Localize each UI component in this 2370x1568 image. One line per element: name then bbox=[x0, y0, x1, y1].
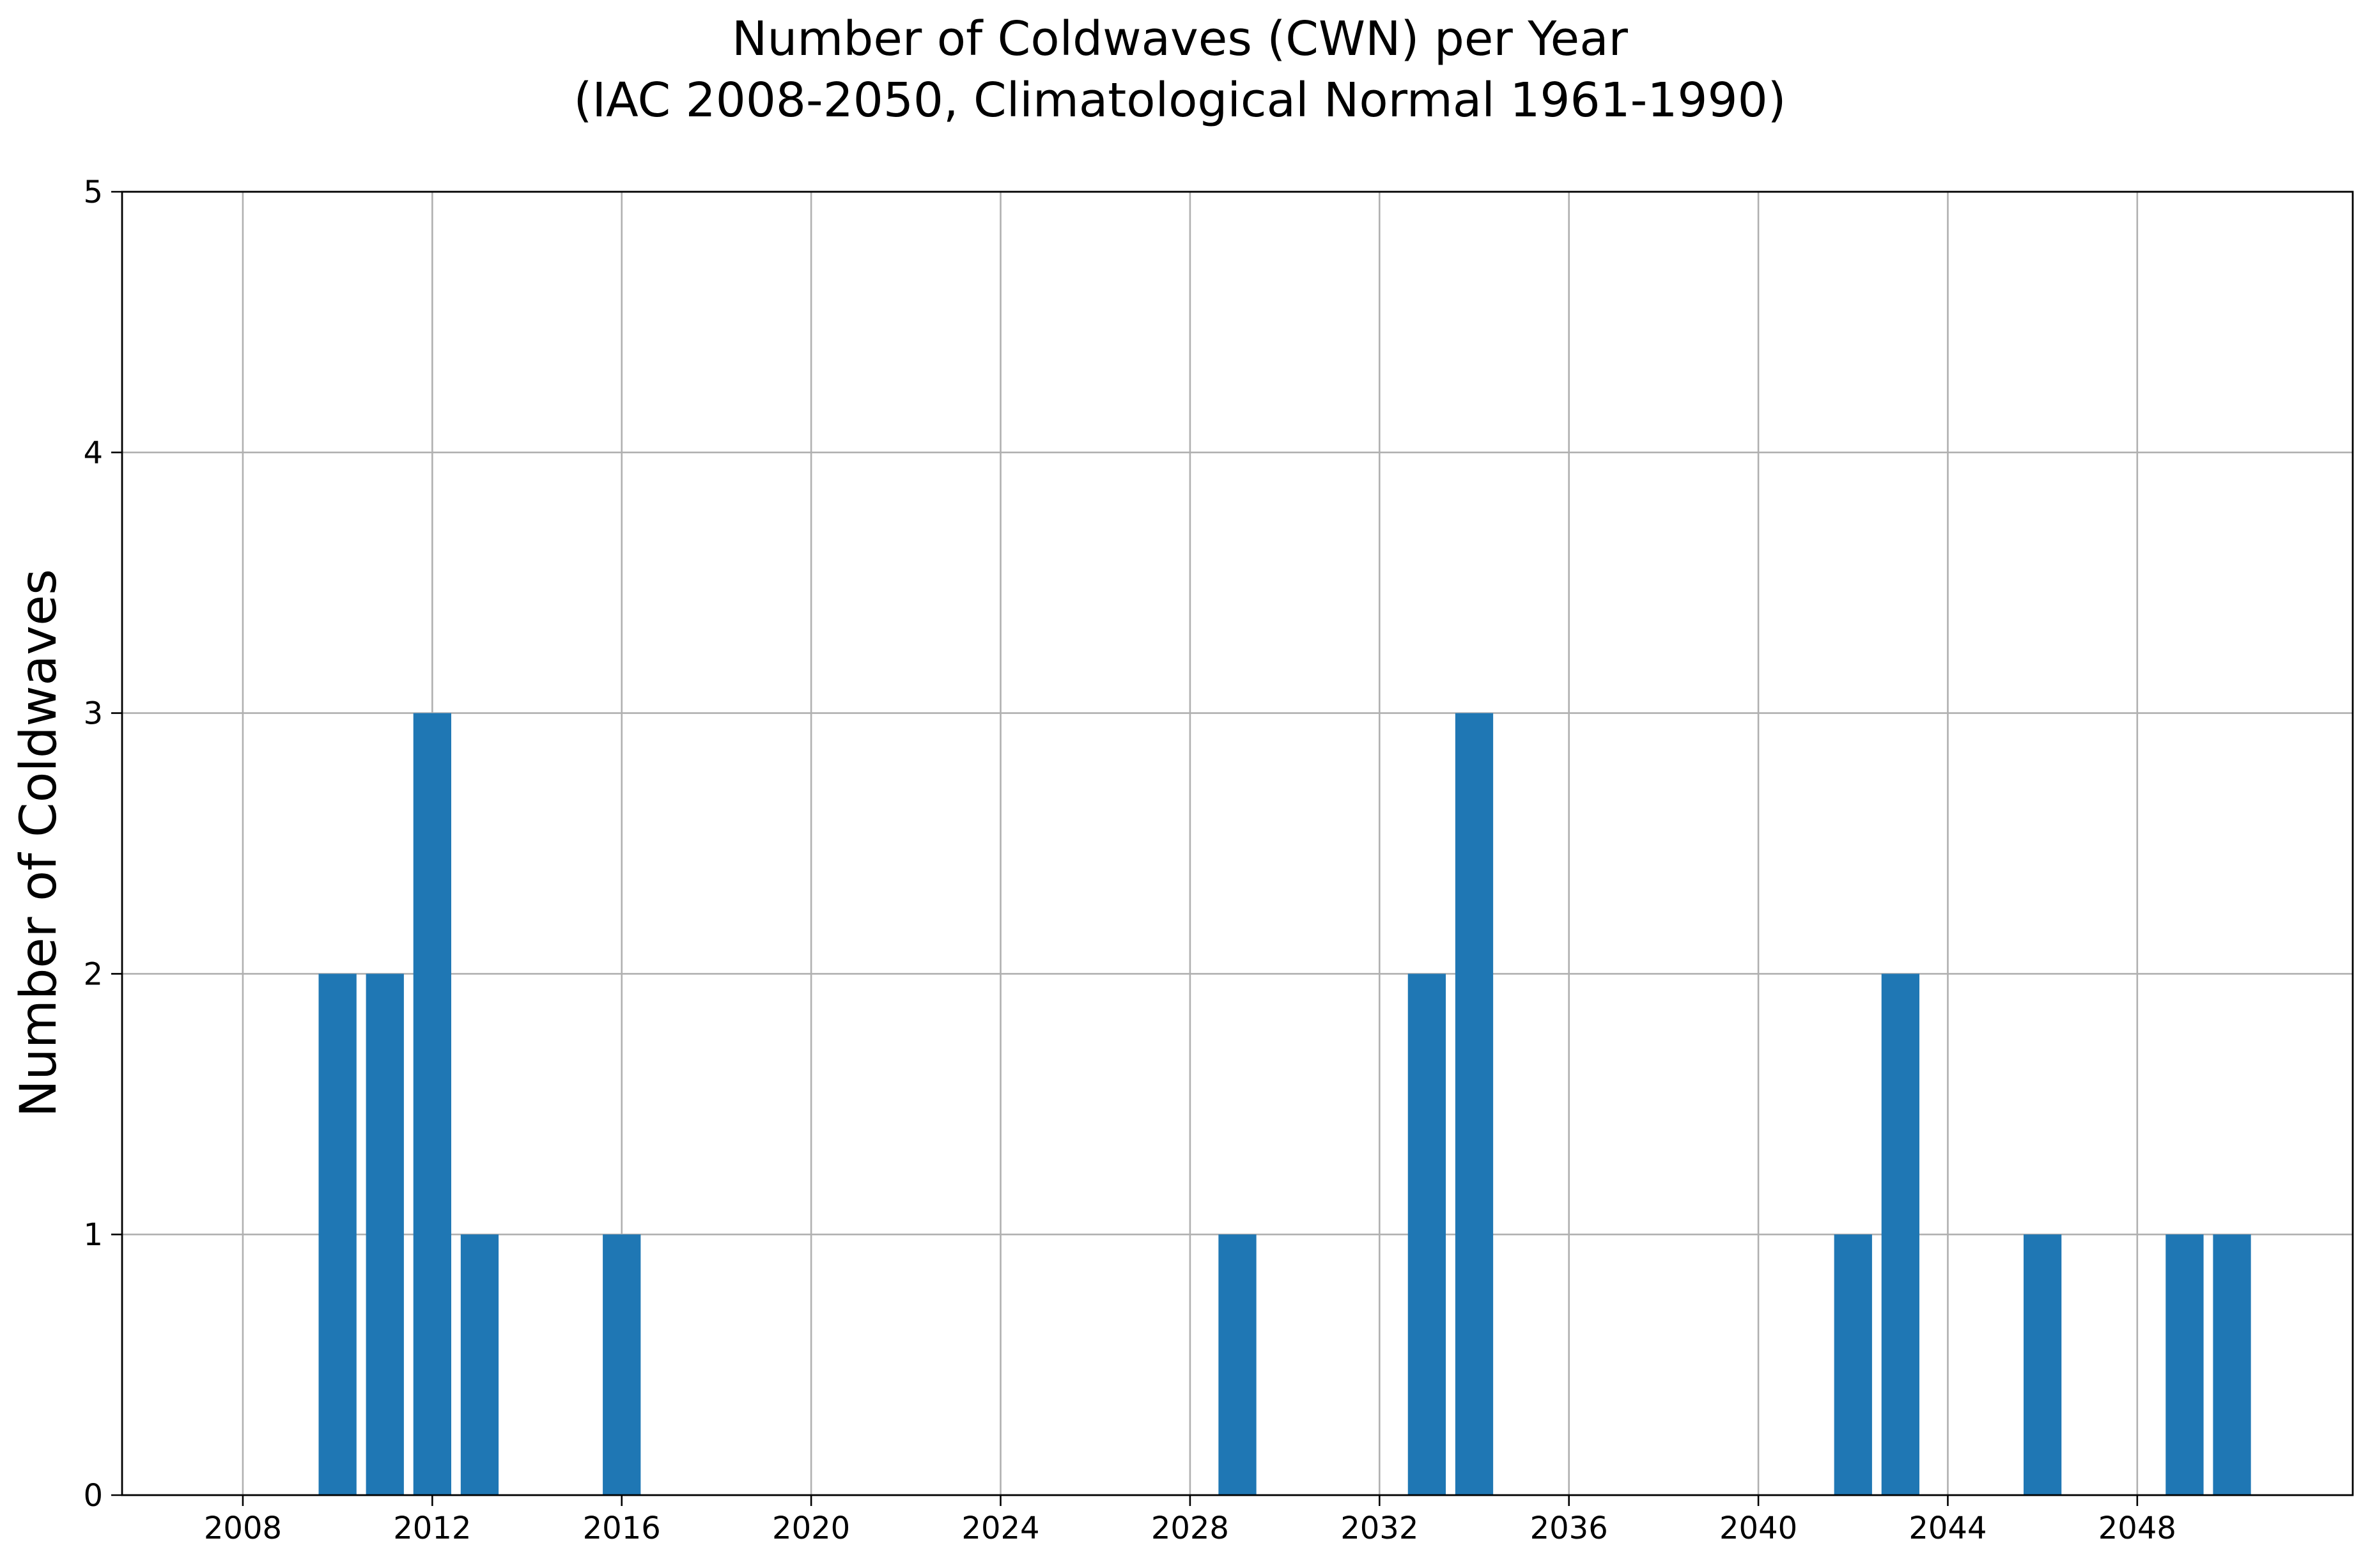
chart-title: Number of Coldwaves (CWN) per Year bbox=[732, 12, 1629, 66]
bar-2016 bbox=[603, 1234, 641, 1495]
y-tick-label: 2 bbox=[83, 956, 103, 992]
chart-subtitle: (IAC 2008-2050, Climatological Normal 19… bbox=[573, 73, 1786, 128]
x-tick-label: 2020 bbox=[772, 1510, 850, 1546]
x-tick-label: 2048 bbox=[2098, 1510, 2176, 1546]
bar-2011 bbox=[366, 974, 404, 1495]
x-tick-label: 2032 bbox=[1340, 1510, 1418, 1546]
bar-2012 bbox=[413, 713, 451, 1495]
x-tick-label: 2012 bbox=[393, 1510, 471, 1546]
y-axis-label: Number of Coldwaves bbox=[10, 569, 68, 1117]
x-tick-label: 2008 bbox=[204, 1510, 282, 1546]
x-tick-label: 2028 bbox=[1151, 1510, 1229, 1546]
bar-2042 bbox=[1834, 1234, 1872, 1495]
y-tick-label: 3 bbox=[83, 696, 103, 732]
plot-frame bbox=[121, 190, 2354, 1496]
y-tick-label: 5 bbox=[83, 175, 103, 210]
bar-2013 bbox=[460, 1234, 499, 1495]
bar-2029 bbox=[1218, 1234, 1257, 1495]
bar-2033 bbox=[1407, 974, 1446, 1495]
x-tick-label: 2024 bbox=[961, 1510, 1039, 1546]
bar-2034 bbox=[1455, 713, 1494, 1495]
bar-2043 bbox=[1881, 974, 1920, 1495]
bar-layer bbox=[318, 713, 2251, 1495]
bar-2050 bbox=[2213, 1234, 2251, 1495]
y-tick-label: 1 bbox=[83, 1217, 103, 1253]
bar-2049 bbox=[2165, 1234, 2204, 1495]
y-tick-label: 4 bbox=[83, 435, 103, 471]
x-tick-label: 2036 bbox=[1530, 1510, 1608, 1546]
x-tick-label: 2044 bbox=[1909, 1510, 1987, 1546]
y-tick-label: 0 bbox=[83, 1478, 103, 1514]
x-tick-label: 2016 bbox=[583, 1510, 661, 1546]
bar-2046 bbox=[2024, 1234, 2062, 1495]
x-tick-label: 2040 bbox=[1719, 1510, 1797, 1546]
axis-layer: 2008 2012 2016 2020 2024 2028 2032 2036 2040 2044… bbox=[83, 175, 2354, 1546]
bar-2010 bbox=[318, 974, 357, 1495]
